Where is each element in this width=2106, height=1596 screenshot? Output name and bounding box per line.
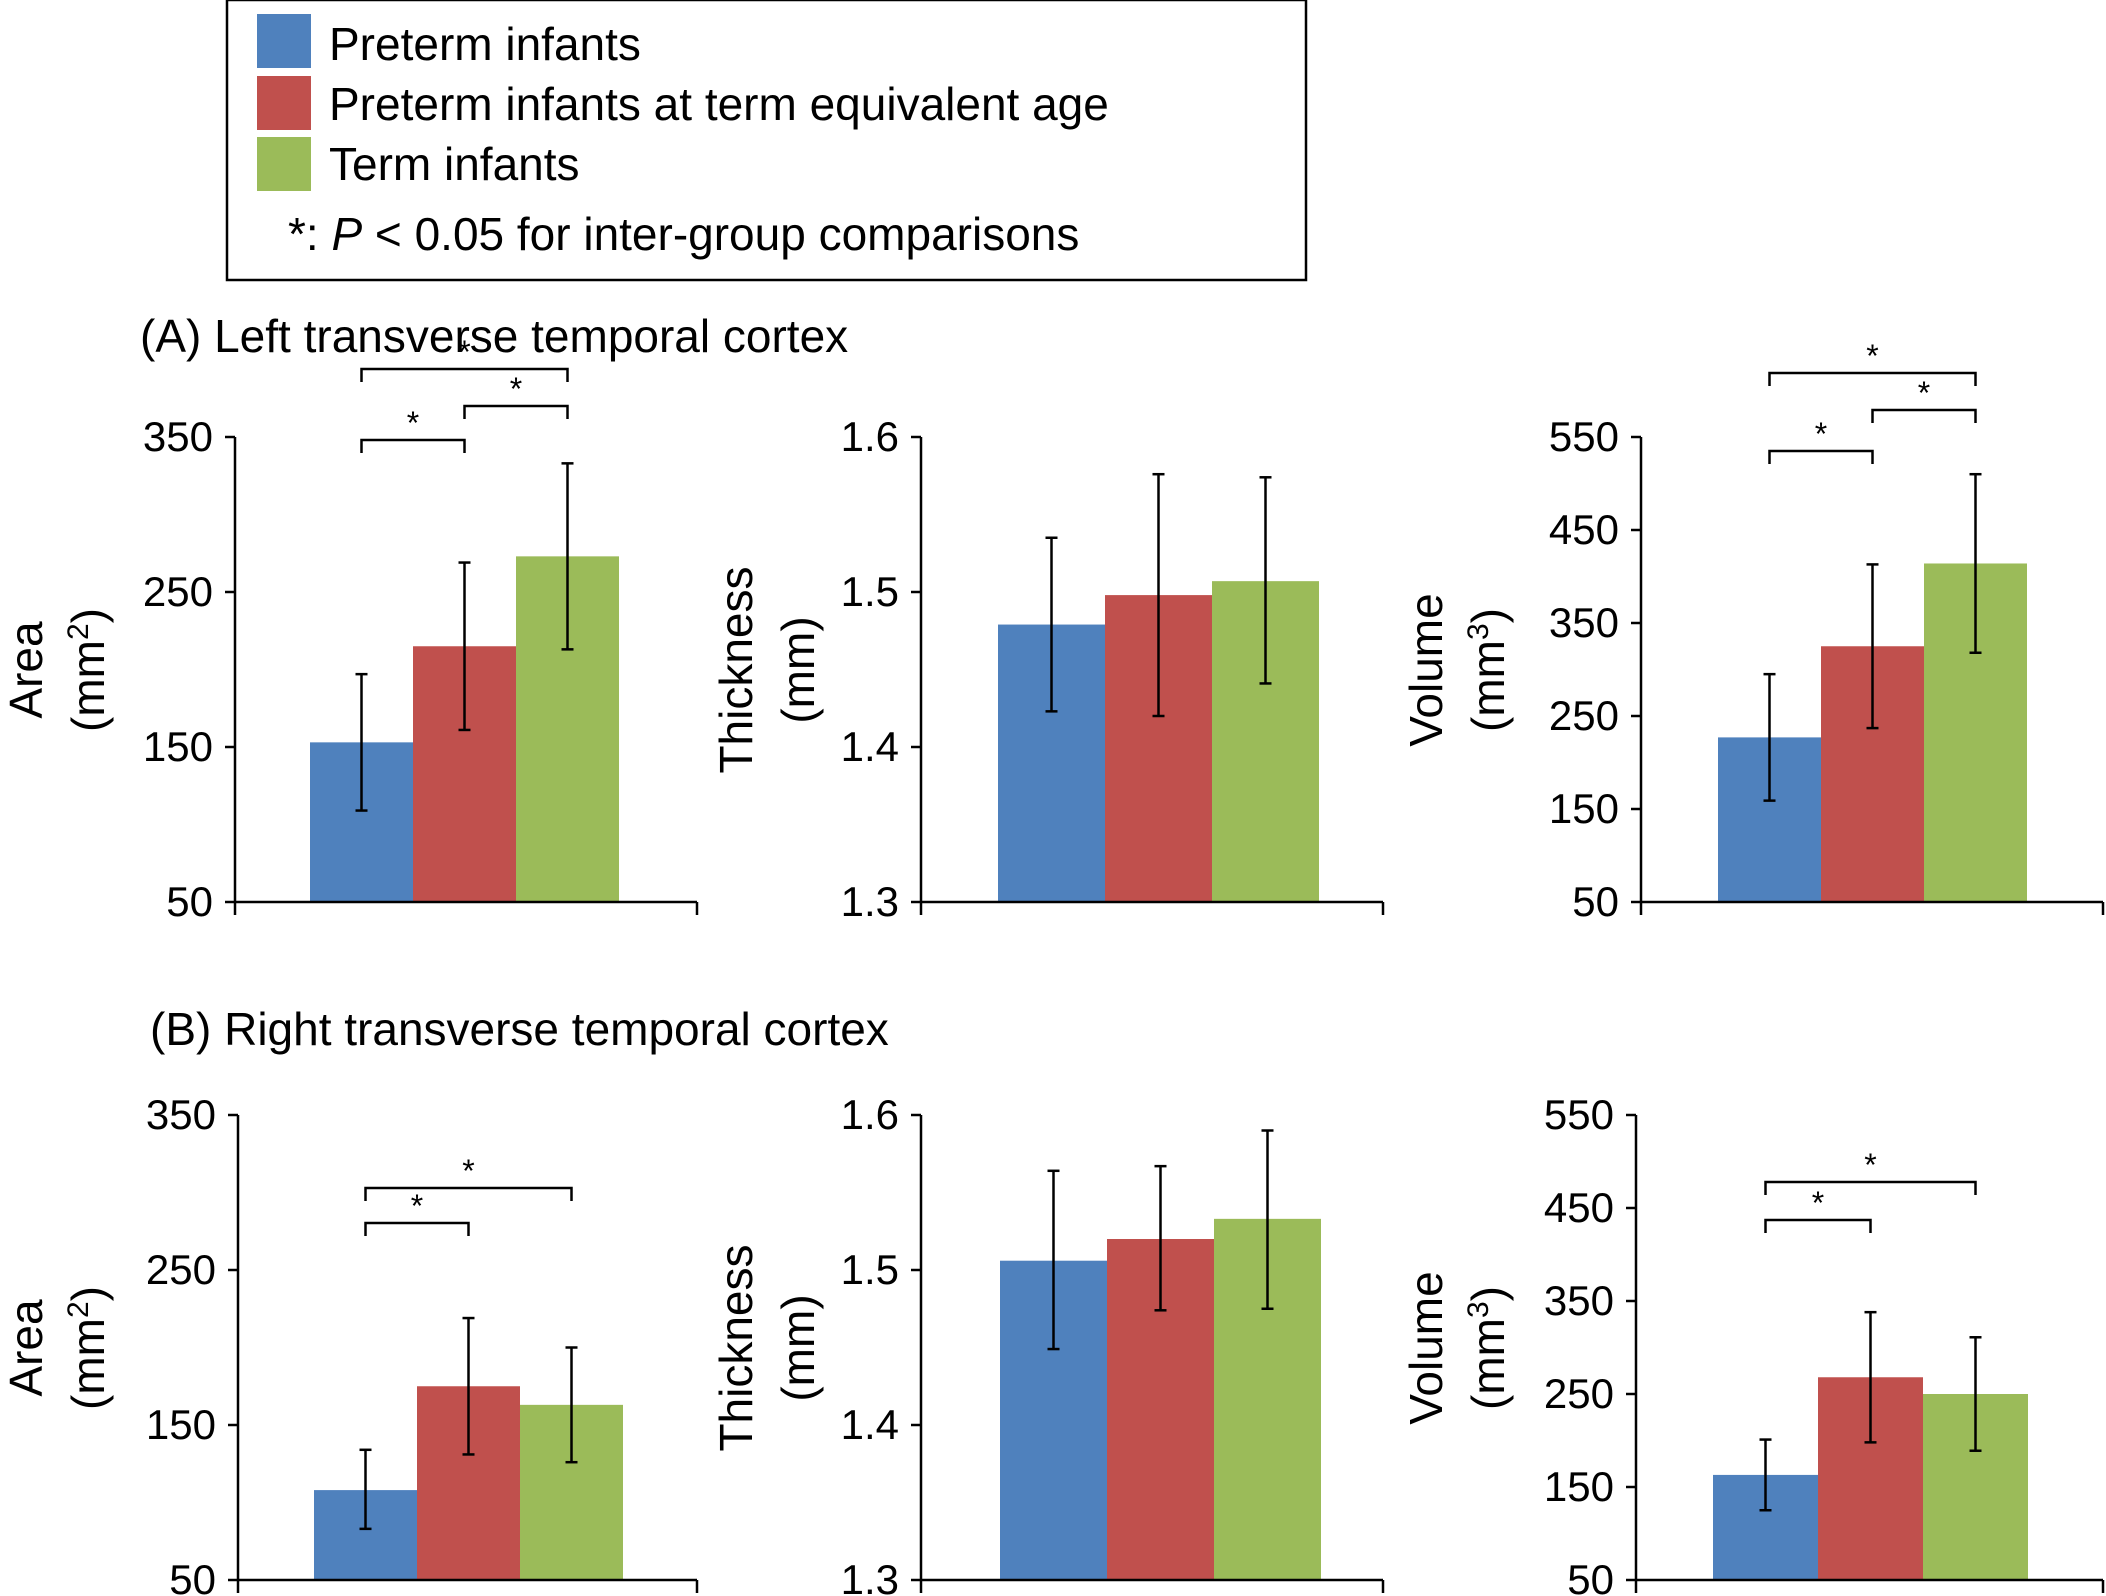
y-tick-label: 1.5 — [841, 568, 899, 615]
y-tick-label: 1.5 — [841, 1246, 899, 1293]
y-tick-label: 250 — [1544, 1370, 1614, 1417]
y-tick-label: 550 — [1549, 413, 1619, 460]
y-axis-unit-text: (mm — [62, 640, 114, 732]
panel-a-thickness: 1.3 1.4 1.5 1.6 Thickness (mm) — [710, 413, 1385, 925]
y-axis-unit-close: ) — [62, 608, 114, 623]
panel-a-volume: 50 150 250 350 450 550 * * * Volume (mm3) — [1400, 338, 2105, 925]
y-tick-label: 150 — [1549, 785, 1619, 832]
significance-bracket — [364, 1186, 573, 1201]
significance-star: * — [1864, 1147, 1876, 1183]
significance-star: * — [411, 1188, 423, 1224]
y-axis-unit-text: (mm) — [772, 616, 824, 723]
y-axis-title: Area — [0, 621, 52, 719]
significance-star: * — [462, 1153, 474, 1189]
legend-swatch-preterm-tea — [257, 76, 311, 130]
y-axis-title: Volume — [1400, 593, 1452, 746]
y-axis-unit-close: ) — [1462, 608, 1514, 623]
significance-bracket — [1768, 449, 1874, 464]
y-tick-label: 150 — [146, 1401, 216, 1448]
significance-star: * — [510, 371, 522, 407]
y-axis-unit-superscript: 2 — [62, 623, 95, 640]
note-prefix: *: — [288, 208, 331, 260]
y-axis-unit: (mm3) — [1462, 608, 1515, 732]
panel-b-volume: 50 150 250 350 450 550 * * Volume (mm3) — [1400, 1091, 2105, 1596]
y-tick-label: 1.4 — [841, 1401, 899, 1448]
legend-box — [225, 0, 1308, 282]
y-tick-label: 350 — [146, 1091, 216, 1138]
y-axis-unit-superscript: 3 — [1462, 623, 1495, 640]
significance-bracket — [1768, 371, 1977, 386]
legend: Preterm infants Preterm infants at term … — [225, 0, 1308, 282]
significance-bracket — [1764, 1218, 1872, 1233]
y-tick-label: 1.3 — [841, 878, 899, 925]
significance-star: * — [407, 405, 419, 441]
y-axis-unit: (mm) — [772, 616, 824, 723]
y-tick-label: 550 — [1544, 1091, 1614, 1138]
y-tick-label: 450 — [1544, 1184, 1614, 1231]
y-tick-label: 250 — [143, 568, 213, 615]
significance-star: * — [1815, 416, 1827, 452]
section-title-b: (B) Right transverse temporal cortex — [150, 1003, 889, 1055]
y-axis-title: Volume — [1400, 1271, 1452, 1424]
significance-bracket — [1871, 408, 1977, 423]
y-tick-label: 350 — [1544, 1277, 1614, 1324]
note-suffix: < 0.05 for inter-group comparisons — [362, 208, 1079, 260]
significance-bracket — [360, 438, 466, 453]
y-axis-title: Thickness — [710, 1244, 762, 1451]
y-tick-label: 350 — [143, 413, 213, 460]
y-tick-label: 50 — [1572, 878, 1619, 925]
y-tick-label: 1.6 — [841, 1091, 899, 1138]
y-tick-label: 150 — [1544, 1463, 1614, 1510]
significance-bracket — [364, 1221, 470, 1236]
y-axis-unit: (mm) — [772, 1294, 824, 1401]
y-tick-label: 1.6 — [841, 413, 899, 460]
legend-swatch-preterm — [257, 14, 311, 68]
section-title-a: (A) Left transverse temporal cortex — [140, 310, 848, 362]
significance-star: * — [1866, 338, 1878, 374]
y-axis-unit-superscript: 3 — [1462, 1301, 1495, 1318]
panel-b-area: 50 150 250 350 * * Area (mm2) — [0, 1091, 699, 1596]
y-tick-label: 350 — [1549, 599, 1619, 646]
y-axis-title: Thickness — [710, 566, 762, 773]
y-tick-label: 450 — [1549, 506, 1619, 553]
y-axis-unit: (mm2) — [62, 608, 115, 732]
legend-significance-note: *: P < 0.05 for inter-group comparisons — [288, 208, 1079, 260]
y-axis-unit-text: (mm — [1462, 640, 1514, 732]
significance-bracket — [463, 404, 569, 419]
y-tick-label: 50 — [169, 1556, 216, 1596]
panel-b-thickness: 1.3 1.4 1.5 1.6 Thickness (mm) — [710, 1091, 1385, 1596]
y-tick-label: 50 — [1567, 1556, 1614, 1596]
significance-bracket — [360, 367, 569, 382]
y-tick-label: 1.4 — [841, 723, 899, 770]
legend-swatch-term — [257, 137, 311, 191]
y-axis-unit-text: (mm — [62, 1318, 114, 1410]
legend-label-preterm: Preterm infants — [329, 18, 641, 70]
y-axis-unit-close: ) — [1462, 1286, 1514, 1301]
legend-label-term: Term infants — [329, 138, 580, 190]
significance-bracket — [1764, 1180, 1977, 1195]
significance-star: * — [1812, 1185, 1824, 1221]
y-axis-unit-superscript: 2 — [62, 1301, 95, 1318]
significance-star: * — [458, 334, 470, 370]
y-axis-unit-text: (mm — [1462, 1318, 1514, 1410]
note-p-symbol: P — [331, 208, 362, 260]
y-tick-label: 250 — [146, 1246, 216, 1293]
panel-a-area: 50 150 250 350 * * * Area (mm2) — [0, 334, 699, 925]
y-axis-unit-text: (mm) — [772, 1294, 824, 1401]
y-tick-label: 250 — [1549, 692, 1619, 739]
y-tick-label: 50 — [166, 878, 213, 925]
y-axis-unit: (mm3) — [1462, 1286, 1515, 1410]
legend-label-preterm-tea: Preterm infants at term equivalent age — [329, 78, 1109, 130]
y-axis-unit-close: ) — [62, 1286, 114, 1301]
y-axis-unit: (mm2) — [62, 1286, 115, 1410]
significance-star: * — [1918, 375, 1930, 411]
y-axis-title: Area — [0, 1299, 52, 1397]
y-tick-label: 150 — [143, 723, 213, 770]
y-tick-label: 1.3 — [841, 1556, 899, 1596]
